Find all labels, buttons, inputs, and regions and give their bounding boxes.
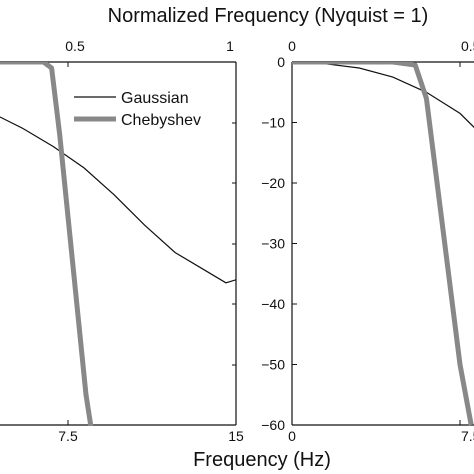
- right-top-tick-label-0-5: 0.5: [461, 38, 474, 54]
- right-ytick-label: −10: [261, 115, 285, 131]
- left-top-axis: 0.5 1: [65, 38, 234, 67]
- right-ytick-label: −20: [261, 175, 285, 191]
- right-ytick-label: −30: [261, 236, 285, 252]
- legend: Gaussian Chebyshev: [74, 90, 201, 129]
- left-x-axis: 7.5 15: [58, 420, 244, 444]
- left-x-tick-label-15: 15: [228, 428, 244, 444]
- right-gaussian-line: [292, 62, 474, 129]
- right-top-axis: 0 0.5: [288, 38, 474, 67]
- right-ytick-label: −40: [261, 296, 285, 312]
- right-x-axis: 0 7.5: [288, 420, 474, 444]
- right-plot-area: [292, 62, 474, 426]
- left-right-ticks: [232, 122, 236, 366]
- right-ytick-label: −50: [261, 357, 285, 373]
- right-top-tick-label-0: 0: [288, 38, 296, 54]
- left-top-tick-label-1: 1: [226, 38, 234, 54]
- right-chebyshev-line: [292, 62, 474, 426]
- legend-gaussian-label: Gaussian: [121, 90, 189, 107]
- top-axis-title: Normalized Frequency (Nyquist = 1): [108, 5, 429, 27]
- left-gaussian-line: [0, 116, 236, 284]
- right-x-tick-label-7-5: 7.5: [461, 428, 474, 444]
- right-ytick-label: 0: [277, 54, 285, 70]
- right-y-axis: 0 −10 −20 −30 −40 −50 −60: [261, 54, 297, 433]
- legend-chebyshev-label: Chebyshev: [121, 112, 201, 129]
- bottom-axis-title: Frequency (Hz): [193, 449, 331, 471]
- left-x-tick-label-7-5: 7.5: [58, 428, 78, 444]
- left-chebyshev-line: [0, 62, 94, 426]
- right-ytick-label: −60: [261, 417, 285, 433]
- left-top-tick-label-0-5: 0.5: [65, 38, 85, 54]
- right-x-tick-label-0: 0: [288, 428, 296, 444]
- left-plot-area: [0, 62, 236, 426]
